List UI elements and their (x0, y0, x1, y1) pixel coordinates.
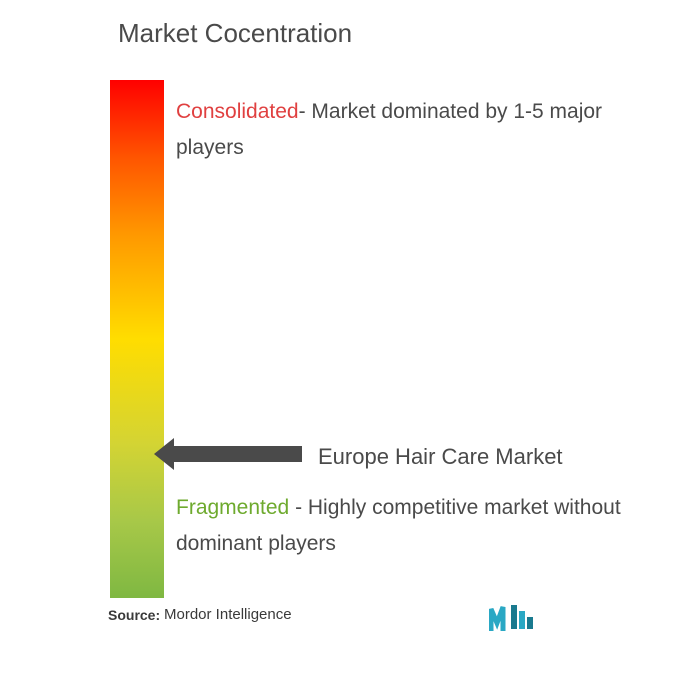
mordor-logo (489, 601, 537, 631)
arrow-icon (172, 446, 302, 462)
fragmented-description: Fragmented - Highly competitive market w… (176, 490, 656, 561)
concentration-gradient-bar (110, 80, 164, 598)
consolidated-label: Consolidated (176, 100, 299, 123)
source-label: Source: (108, 607, 160, 623)
fragmented-label: Fragmented (176, 496, 289, 519)
chart-title: Market Cocentration (118, 18, 352, 49)
market-name-label: Europe Hair Care Market (318, 444, 563, 470)
consolidated-description: Consolidated- Market dominated by 1-5 ma… (176, 94, 656, 165)
source-value: Mordor Intelligence (164, 606, 292, 623)
market-position-arrow (172, 446, 302, 462)
